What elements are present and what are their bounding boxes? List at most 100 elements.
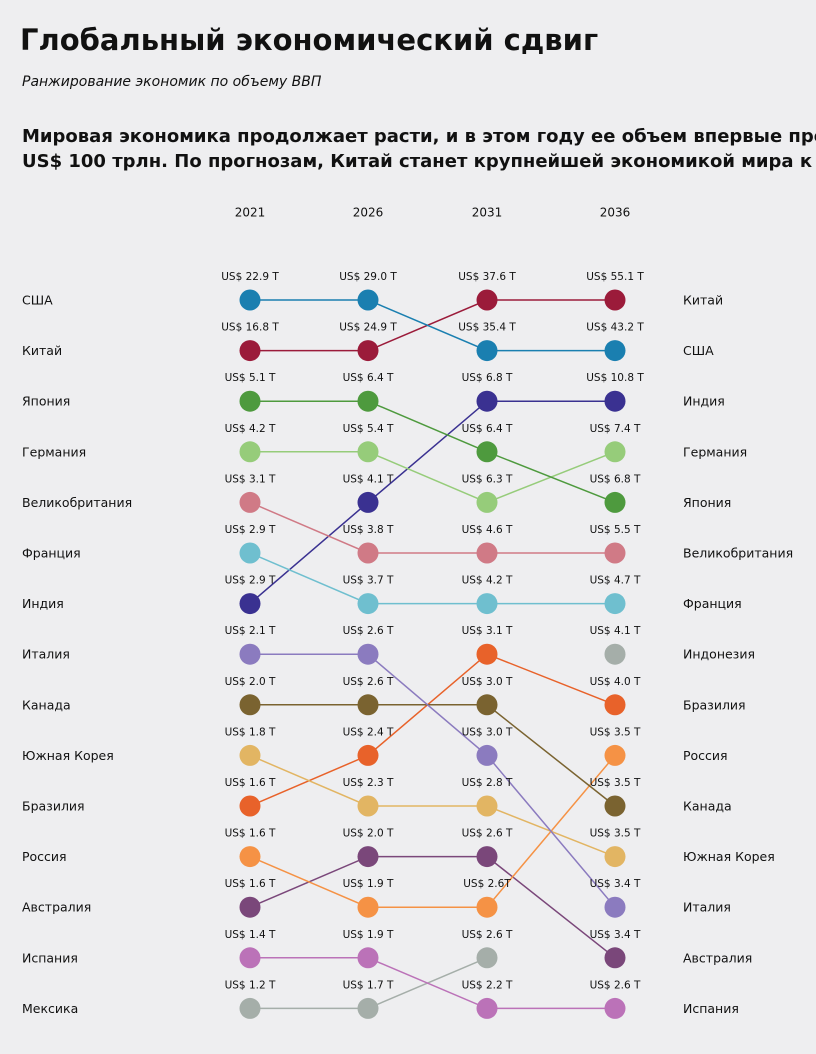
column-label: 2031	[472, 206, 503, 220]
dot	[239, 896, 261, 918]
dot	[357, 593, 379, 615]
dot	[604, 795, 626, 817]
value-label: US$ 1.9 T	[343, 878, 394, 890]
value-label: US$ 3.0 T	[462, 676, 513, 688]
value-label: US$ 2.6 T	[462, 929, 513, 941]
row-label-left: Россия	[22, 849, 67, 864]
dot	[239, 694, 261, 716]
value-label: US$ 1.7 T	[343, 979, 394, 991]
row-label-right: Канада	[683, 799, 732, 814]
value-label: US$ 43.2 T	[586, 322, 644, 334]
dot	[357, 795, 379, 817]
dot	[476, 289, 498, 311]
dot	[476, 947, 498, 969]
row-label-right: Китай	[683, 293, 723, 308]
series-line	[250, 299, 615, 352]
series-line	[250, 653, 616, 908]
series-line	[249, 653, 616, 807]
dot	[604, 441, 626, 463]
dot	[239, 643, 261, 665]
value-label: US$ 2.3 T	[343, 777, 394, 789]
dot	[476, 997, 498, 1019]
value-label: US$ 1.8 T	[225, 726, 276, 738]
value-label: US$ 4.1 T	[590, 625, 641, 637]
dot	[239, 542, 261, 564]
row-label-left: Канада	[22, 697, 71, 712]
value-label: US$ 2.1 T	[225, 625, 276, 637]
row-label-right: Южная Корея	[683, 849, 775, 864]
row-label-left: Германия	[22, 444, 86, 459]
dot	[604, 997, 626, 1019]
value-label: US$ 3.5 T	[590, 726, 641, 738]
value-label: US$ 2.9 T	[225, 524, 276, 536]
value-label: US$ 2.0 T	[225, 676, 276, 688]
value-label: US$ 6.8 T	[462, 372, 513, 384]
dot	[357, 997, 379, 1019]
dot	[239, 744, 261, 766]
row-label-right: Индонезия	[683, 647, 755, 662]
dot	[476, 846, 498, 868]
dot	[604, 643, 626, 665]
series-line	[250, 957, 615, 1010]
value-label: US$ 2.6 T	[462, 828, 513, 840]
dot	[239, 795, 261, 817]
dot	[239, 390, 261, 412]
dot	[476, 390, 498, 412]
value-label: US$ 2.6 T	[343, 625, 394, 637]
value-label: US$ 4.7 T	[590, 575, 641, 587]
value-label: US$ 2.0 T	[343, 828, 394, 840]
row-label-left: Великобритания	[22, 495, 132, 510]
row-label-left: Южная Корея	[22, 748, 114, 763]
dot	[239, 491, 261, 513]
dot	[476, 593, 498, 615]
dot	[239, 289, 261, 311]
value-label: US$ 22.9 T	[221, 271, 279, 283]
dot	[476, 491, 498, 513]
value-label: US$ 4.2 T	[225, 423, 276, 435]
row-label-left: Испания	[22, 950, 78, 965]
dot	[357, 542, 379, 564]
row-label-right: Россия	[683, 748, 728, 763]
series-line	[249, 400, 615, 605]
value-label: US$ 4.1 T	[343, 473, 394, 485]
dot	[357, 643, 379, 665]
row-label-left: Бразилия	[22, 799, 85, 814]
row-label-right: Япония	[683, 495, 731, 510]
dot	[239, 846, 261, 868]
dot	[476, 795, 498, 817]
value-label: US$ 37.6 T	[458, 271, 516, 283]
dot	[476, 896, 498, 918]
value-label: US$ 3.0 T	[462, 726, 513, 738]
headline: Мировая экономика продолжает расти, и в …	[22, 126, 816, 147]
value-label: US$ 1.2 T	[225, 979, 276, 991]
value-label: US$ 2.6 T	[343, 676, 394, 688]
dot	[476, 340, 498, 362]
dot	[604, 744, 626, 766]
value-label: US$ 3.1 T	[225, 473, 276, 485]
dot	[357, 896, 379, 918]
value-label: US$ 5.4 T	[343, 423, 394, 435]
row-label-left: Австралия	[22, 900, 91, 915]
value-label: US$ 3.1 T	[462, 625, 513, 637]
value-label: US$ 2.4 T	[343, 726, 394, 738]
row-label-right: Бразилия	[683, 697, 746, 712]
row-label-left: Индия	[22, 596, 64, 611]
dot	[476, 441, 498, 463]
value-label: US$ 1.4 T	[225, 929, 276, 941]
row-label-right: США	[683, 343, 714, 358]
series-line	[249, 501, 615, 554]
value-label: US$ 6.8 T	[590, 473, 641, 485]
dot	[604, 542, 626, 564]
value-label: US$ 7.4 T	[590, 423, 641, 435]
value-label: US$ 16.8 T	[221, 322, 279, 334]
value-label: US$ 35.4 T	[458, 322, 516, 334]
value-label: US$ 2.9 T	[225, 575, 276, 587]
row-label-left: Италия	[22, 647, 70, 662]
value-label: US$ 1.9 T	[343, 929, 394, 941]
dot	[357, 491, 379, 513]
dot	[239, 340, 261, 362]
row-label-left: США	[22, 293, 53, 308]
dot	[239, 997, 261, 1019]
dot	[357, 744, 379, 766]
